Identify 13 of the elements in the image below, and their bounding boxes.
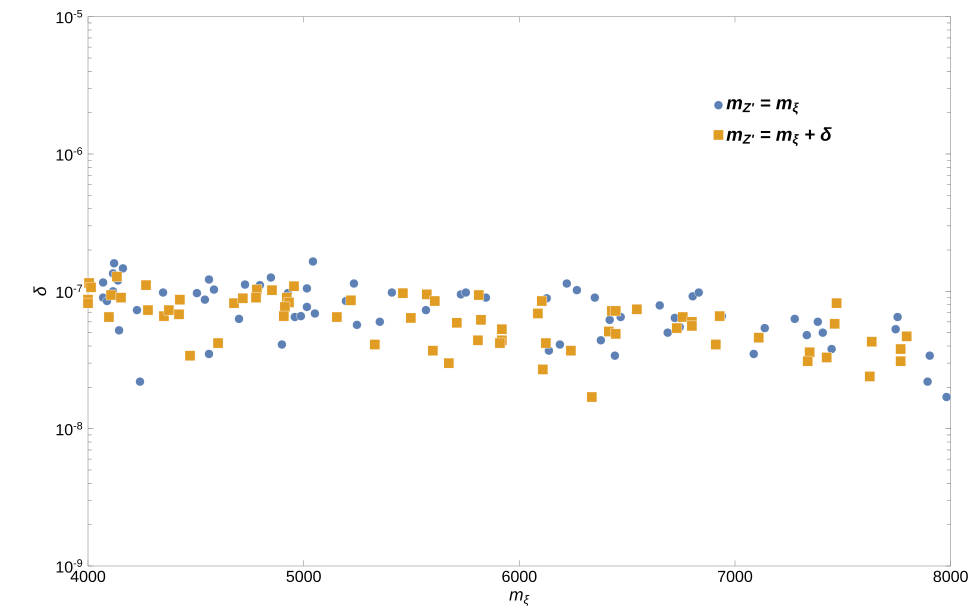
legend-label: m$_{Z'}$ = m$_{ξ}$ + δ [726, 127, 832, 146]
x-axis-title: m$_{ξ}$ [509, 591, 530, 606]
x-tick-label: 6000 [502, 570, 537, 582]
legend-label: m$_{Z'}$ = m$_{ξ}$ [726, 99, 799, 115]
x-tick-label: 7000 [718, 570, 752, 582]
y-tick-label: 10$^{-8}$ [56, 422, 82, 436]
y-tick-label: 10$^{-6}$ [56, 147, 82, 161]
x-tick-label: 8000 [934, 570, 968, 582]
x-tick-label: 4000 [70, 570, 106, 582]
y-tick-label: 10$^{-5}$ [56, 10, 82, 24]
y-tick-label: 10$^{-7}$ [56, 284, 82, 298]
x-tick-label: 5000 [286, 570, 321, 582]
y-axis-title: δ [33, 286, 46, 296]
